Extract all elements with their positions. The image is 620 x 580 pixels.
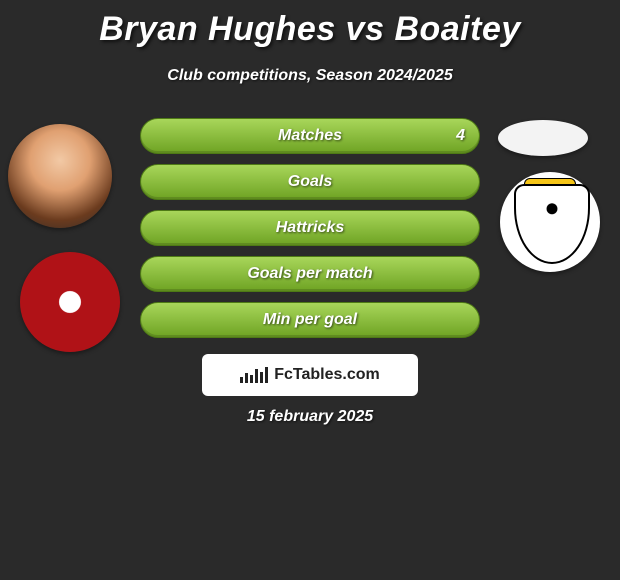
player-right-avatar <box>498 120 588 156</box>
stat-row: Min per goal <box>140 302 480 338</box>
stat-label: Min per goal <box>263 311 357 329</box>
stat-value-right: 4 <box>456 127 465 145</box>
stat-row: Goals per match <box>140 256 480 292</box>
stat-row: Matches 4 <box>140 118 480 154</box>
site-logo: FcTables.com <box>202 354 418 396</box>
logo-text: FcTables.com <box>274 366 380 384</box>
club-left-badge <box>20 252 120 352</box>
player-left-avatar <box>8 124 112 228</box>
stat-label: Goals <box>288 173 332 191</box>
stat-label: Goals per match <box>247 265 372 283</box>
subtitle: Club competitions, Season 2024/2025 <box>0 67 620 85</box>
stat-label: Matches <box>278 127 342 145</box>
stats-container: Matches 4 Goals Hattricks Goals per match Min… <box>140 118 480 348</box>
stat-row: Hattricks <box>140 210 480 246</box>
stat-row: Goals <box>140 164 480 200</box>
club-right-badge <box>500 172 600 272</box>
page-title: Bryan Hughes vs Boaitey <box>0 0 620 49</box>
bar-chart-icon <box>240 367 268 383</box>
date-label: 15 february 2025 <box>0 408 620 426</box>
stat-label: Hattricks <box>276 219 344 237</box>
